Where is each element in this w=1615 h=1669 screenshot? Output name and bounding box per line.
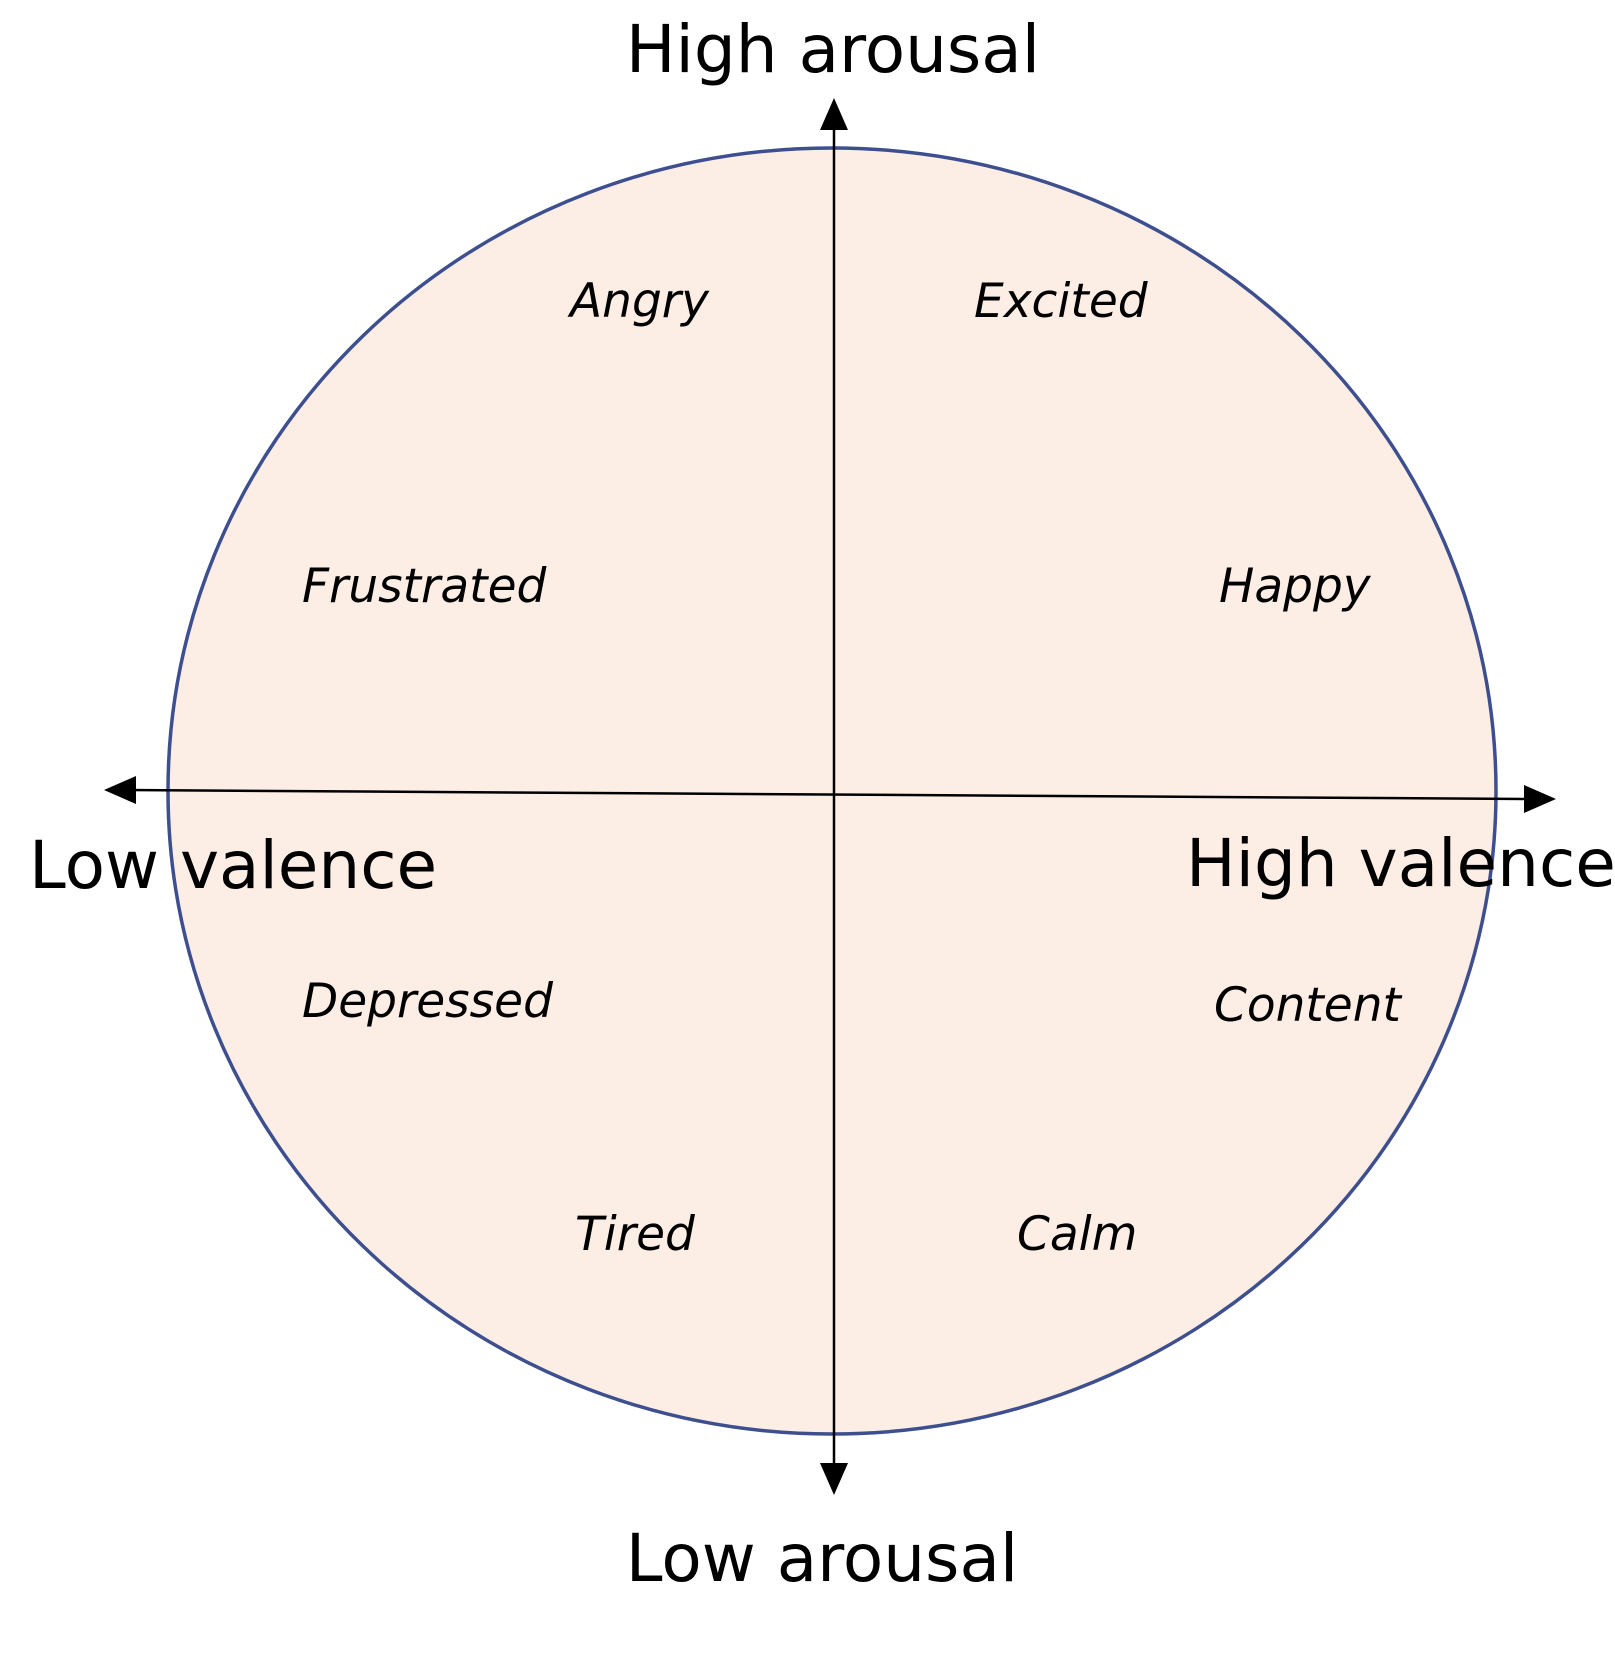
low-valence-label: Low valence (29, 827, 437, 904)
arrow-down-icon (820, 1463, 848, 1495)
arrow-left-icon (104, 776, 136, 804)
arrow-right-icon (1524, 785, 1556, 813)
emotion-tired: Tired (575, 1207, 696, 1262)
arrow-up-icon (820, 98, 848, 130)
high-arousal-label: High arousal (626, 11, 1040, 88)
emotion-angry: Angry (567, 274, 710, 329)
emotion-depressed: Depressed (302, 974, 554, 1029)
emotion-content: Content (1214, 978, 1402, 1033)
emotion-calm: Calm (1017, 1207, 1137, 1262)
low-arousal-label: Low arousal (626, 1520, 1018, 1597)
emotion-frustrated: Frustrated (302, 559, 548, 614)
emotion-happy: Happy (1219, 559, 1372, 614)
valence-axis (124, 788, 1531, 801)
high-valence-label: High valence (1186, 825, 1615, 902)
emotion-excited: Excited (974, 274, 1149, 329)
